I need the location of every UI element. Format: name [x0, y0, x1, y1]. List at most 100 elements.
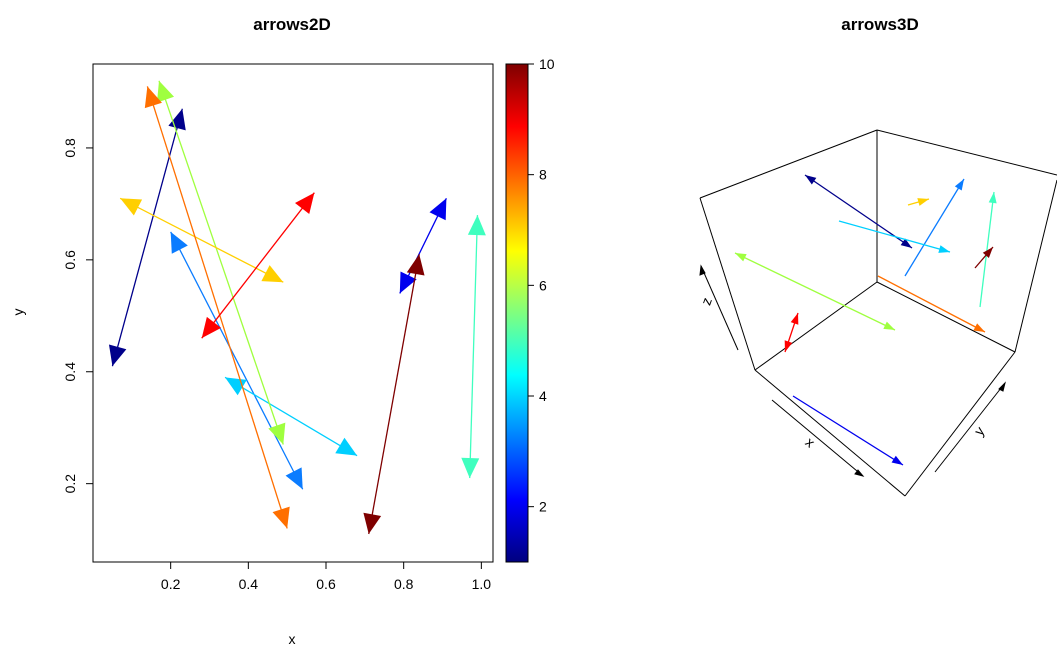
box-edge — [754, 369, 906, 497]
arrow-2d — [119, 197, 284, 283]
arrow-2d — [363, 254, 425, 535]
arrows3d-title: arrows3D — [841, 15, 918, 34]
box-edge — [754, 281, 878, 371]
arrows3d-layer — [734, 174, 997, 466]
arrows-layer — [108, 80, 486, 535]
arrow-head — [335, 437, 358, 456]
arrow-3d — [907, 198, 930, 206]
arrow-2d — [224, 376, 358, 457]
arrow-shaft — [734, 252, 896, 331]
arrow-head — [883, 321, 895, 330]
arrow-head — [891, 455, 903, 465]
box-edge — [699, 129, 878, 199]
arrow-2d — [156, 80, 286, 445]
y-tick-label: 0.2 — [62, 474, 78, 494]
axis-indicators — [699, 264, 1006, 477]
arrow-head — [784, 340, 793, 352]
arrow-head — [363, 512, 382, 535]
arrow-head — [201, 316, 222, 339]
x-tick-label: 0.2 — [161, 576, 181, 592]
box-edge — [904, 351, 1016, 497]
arrow-head — [982, 247, 993, 258]
arrow-shaft — [111, 108, 183, 367]
arrow-3d — [904, 178, 965, 277]
arrow-shaft — [838, 220, 951, 253]
arrows3d-panel: arrows3D z x y — [698, 15, 1057, 497]
colorbar: 2 4 6 8 10 — [505, 56, 555, 563]
plot-frame — [92, 63, 494, 563]
arrow-3d — [979, 191, 997, 308]
arrow-head — [285, 467, 303, 490]
arrow-shaft — [792, 395, 904, 466]
arrow-head — [938, 245, 950, 253]
arrow-shaft — [158, 80, 284, 445]
z-axis-label: z — [698, 295, 715, 307]
arrow-3d — [792, 395, 904, 466]
x-tick-label: 1.0 — [472, 576, 492, 592]
arrow-head — [406, 254, 425, 276]
arrow-head — [108, 344, 127, 367]
colorbar-tick-label: 10 — [539, 56, 555, 72]
arrow-head — [735, 253, 747, 262]
arrow-shaft — [368, 254, 420, 535]
arrow-head — [805, 175, 817, 185]
box-edge — [699, 197, 756, 371]
arrow-shaft — [904, 178, 965, 277]
axes: 0.2 0.4 0.6 0.8 1.0 0.2 0.4 0.6 0.8 — [62, 138, 491, 592]
arrows2d-panel: arrows2D 0.2 0.4 0.6 0.8 1.0 0.2 0.4 0.6 0.8 x y — [10, 15, 494, 647]
x-tick-label: 0.6 — [316, 576, 336, 592]
arrow-2d — [144, 86, 290, 529]
arrow-head — [917, 198, 929, 206]
arrow-shaft — [877, 275, 986, 333]
arrow-2d — [461, 215, 486, 479]
arrow-head — [272, 506, 290, 529]
arrow-head — [973, 323, 985, 332]
colorbar-ticks: 2 4 6 8 10 — [528, 56, 555, 515]
y-axis-arrowhead — [998, 381, 1006, 392]
colorbar-gradient — [505, 63, 529, 563]
arrow-head — [156, 80, 175, 103]
z-axis-indicator — [700, 265, 739, 351]
arrow-head — [790, 313, 799, 325]
arrow-3d — [838, 220, 951, 253]
arrow-head — [268, 422, 286, 445]
y-axis-indicator — [934, 382, 1006, 473]
x-tick-label: 0.8 — [394, 576, 414, 592]
arrow-head — [120, 198, 143, 216]
colorbar-tick-label: 4 — [539, 388, 547, 404]
colorbar-tick-label: 2 — [539, 499, 547, 515]
y-tick-label: 0.8 — [62, 138, 78, 158]
arrow-head — [954, 179, 964, 191]
arrow-shaft — [979, 191, 995, 308]
y-tick-label: 0.6 — [62, 250, 78, 270]
arrow-3d — [877, 275, 986, 333]
z-axis-arrowhead — [699, 264, 706, 276]
arrow-head — [461, 457, 480, 479]
colorbar-tick-label: 8 — [539, 167, 547, 183]
arrow-head — [988, 192, 997, 204]
arrow-shaft — [224, 376, 358, 457]
arrow-head — [399, 271, 417, 294]
x-tick-label: 0.4 — [239, 576, 259, 592]
box-edge — [876, 281, 1016, 353]
arrows2d-title: arrows2D — [253, 15, 330, 34]
arrow-head — [170, 231, 188, 254]
x3d-axis-label: x — [802, 434, 818, 451]
arrow-head — [467, 215, 486, 236]
arrow-head — [900, 238, 912, 248]
y-tick-label: 0.4 — [62, 362, 78, 382]
arrow-2d — [201, 192, 315, 339]
arrow-head — [294, 192, 315, 215]
arrow-2d — [170, 231, 304, 490]
arrow-shaft — [146, 86, 288, 529]
arrow-3d — [734, 252, 896, 331]
arrow-shaft — [469, 215, 479, 479]
box-edge — [876, 129, 1057, 176]
y3d-axis-label: y — [971, 423, 988, 438]
arrow-head — [168, 108, 186, 131]
arrow-3d — [974, 246, 994, 269]
x-axis-label: x — [289, 631, 296, 647]
arrow-shaft — [170, 231, 304, 490]
y-axis-label: y — [10, 309, 26, 316]
